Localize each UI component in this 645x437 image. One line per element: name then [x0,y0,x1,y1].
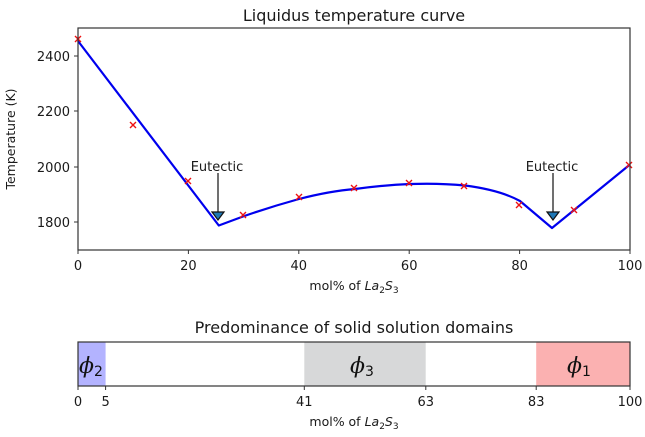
x-tick-label: 60 [401,259,418,274]
x-axis-label: mol% of La2S3 [309,278,398,296]
y-tick-label: 1800 [37,216,70,231]
point-marker [239,211,247,219]
point-marker [129,121,137,129]
measured-points [74,35,633,219]
point-marker [184,177,192,185]
phi3-label: ϕ3 [350,354,374,380]
y-axis-label: Temperature (K) [3,88,18,190]
x-tick-label: 20 [180,259,197,274]
x-tick-label: 40 [291,259,308,274]
domain-phi1 [536,342,630,386]
liquidus-axes-frame [77,27,631,251]
point-marker [625,161,633,169]
liquidus-fit-line [77,40,631,230]
domains-x-axis: 0 5 41 63 83 100 mol% of La2S3 [74,386,643,432]
domains-chart-title: Predominance of solid solution domains [195,318,514,337]
x-tick-label: 100 [618,259,643,274]
x-tick-label: 100 [618,395,643,410]
domains-axes-frame [77,341,631,387]
y-tick-label: 2400 [37,50,70,65]
point-marker [460,182,468,190]
x-tick-label: 0 [74,395,82,410]
arrow-down-icon [210,211,226,221]
domains-bar: ϕ2 ϕ3 ϕ1 [77,341,631,387]
point-marker [570,206,578,214]
eutectic-annotation-right: Eutectic [526,160,579,221]
y-tick-label: 2200 [37,105,70,120]
x-tick-label: 0 [74,259,82,274]
liquidus-chart-title: Liquidus temperature curve [243,6,465,25]
phi2-label: ϕ2 [79,354,103,380]
y-axis: 1800 2000 2200 2400 Temperature (K) [3,50,78,231]
domain-phi2 [78,342,106,386]
x-tick-label: 63 [418,395,435,410]
phi1-label: ϕ1 [567,354,591,380]
x-tick-label: 83 [528,395,545,410]
domain-phi3 [304,342,426,386]
domains-x-axis-label: mol% of La2S3 [309,414,398,432]
eutectic-annotation-left: Eutectic [191,160,244,221]
point-marker [405,179,413,187]
x-tick-label: 5 [101,395,109,410]
point-marker [350,184,358,192]
liquidus-plot-area: Eutectic Eutectic [74,35,633,230]
eutectic-label-right: Eutectic [526,160,579,175]
arrow-down-icon [545,211,561,221]
point-marker [515,201,523,209]
x-axis: 0 20 40 60 80 100 mol% of La2S3 [74,250,643,296]
y-tick-label: 2000 [37,161,70,176]
eutectic-label-left: Eutectic [191,160,244,175]
x-tick-label: 80 [511,259,528,274]
point-marker [295,193,303,201]
x-tick-label: 41 [296,395,313,410]
